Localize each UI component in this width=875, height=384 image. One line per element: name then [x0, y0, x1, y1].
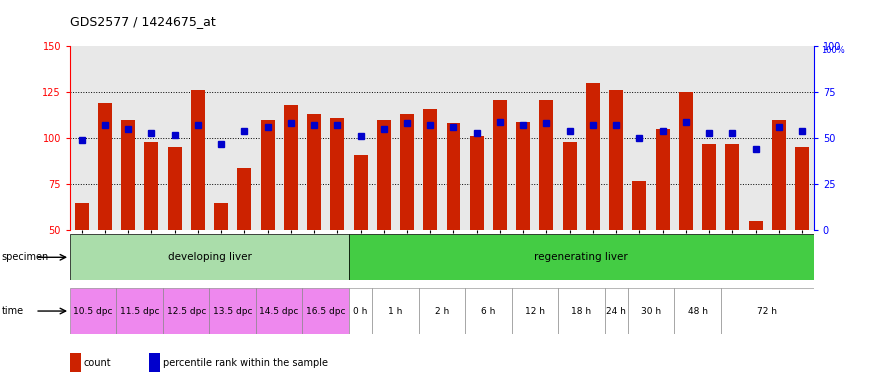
Text: 72 h: 72 h [757, 306, 777, 316]
Bar [795, 147, 809, 230]
Bar [772, 120, 786, 230]
Text: specimen: specimen [2, 252, 49, 262]
Text: 12 h: 12 h [525, 306, 545, 316]
Bar [163, 288, 209, 334]
Text: 16.5 dpc: 16.5 dpc [306, 306, 346, 316]
Bar [703, 144, 716, 230]
Bar [470, 136, 484, 230]
Text: 12.5 dpc: 12.5 dpc [166, 306, 206, 316]
Bar [609, 90, 623, 230]
Bar [558, 288, 605, 334]
Text: count: count [84, 358, 112, 368]
Bar [675, 288, 721, 334]
Bar [586, 83, 600, 230]
Bar [168, 147, 182, 230]
Bar [98, 103, 112, 230]
Text: 14.5 dpc: 14.5 dpc [260, 306, 299, 316]
Text: percentile rank within the sample: percentile rank within the sample [163, 358, 328, 368]
Bar [466, 288, 512, 334]
Bar [237, 168, 251, 230]
Bar [372, 288, 418, 334]
Bar [493, 99, 507, 230]
Bar [256, 288, 303, 334]
Text: 48 h: 48 h [688, 306, 708, 316]
Bar [284, 105, 298, 230]
Bar [721, 288, 814, 334]
Bar [377, 120, 391, 230]
Text: 6 h: 6 h [481, 306, 495, 316]
Bar [605, 288, 628, 334]
Text: regenerating liver: regenerating liver [535, 252, 628, 262]
Bar [349, 234, 814, 280]
Bar [679, 92, 693, 230]
Bar [563, 142, 577, 230]
Bar [349, 288, 372, 334]
Bar [261, 120, 275, 230]
Bar [191, 90, 205, 230]
Bar [446, 124, 460, 230]
Bar [303, 288, 349, 334]
Bar [628, 288, 675, 334]
Text: 30 h: 30 h [641, 306, 662, 316]
Bar [70, 288, 116, 334]
Bar [74, 203, 88, 230]
Bar [655, 129, 669, 230]
Bar [331, 118, 344, 230]
Text: time: time [2, 306, 24, 316]
Bar [354, 155, 367, 230]
Text: 1 h: 1 h [388, 306, 402, 316]
Bar [424, 109, 438, 230]
Bar [540, 99, 554, 230]
Text: developing liver: developing liver [167, 252, 251, 262]
Bar [214, 203, 228, 230]
Text: 24 h: 24 h [606, 306, 626, 316]
Bar [633, 180, 647, 230]
Bar [512, 288, 558, 334]
Bar [70, 234, 349, 280]
Text: 2 h: 2 h [435, 306, 449, 316]
Bar [516, 122, 530, 230]
Text: 0 h: 0 h [354, 306, 367, 316]
Text: 10.5 dpc: 10.5 dpc [74, 306, 113, 316]
Text: GDS2577 / 1424675_at: GDS2577 / 1424675_at [70, 15, 216, 28]
Bar [725, 144, 739, 230]
Bar [400, 114, 414, 230]
Bar [749, 221, 763, 230]
Text: 13.5 dpc: 13.5 dpc [213, 306, 253, 316]
Bar [121, 120, 135, 230]
Bar [418, 288, 466, 334]
Bar [144, 142, 158, 230]
Bar [209, 288, 256, 334]
Text: 11.5 dpc: 11.5 dpc [120, 306, 159, 316]
Bar [116, 288, 163, 334]
Text: 100%: 100% [822, 46, 845, 55]
Text: 18 h: 18 h [571, 306, 592, 316]
Bar [307, 114, 321, 230]
